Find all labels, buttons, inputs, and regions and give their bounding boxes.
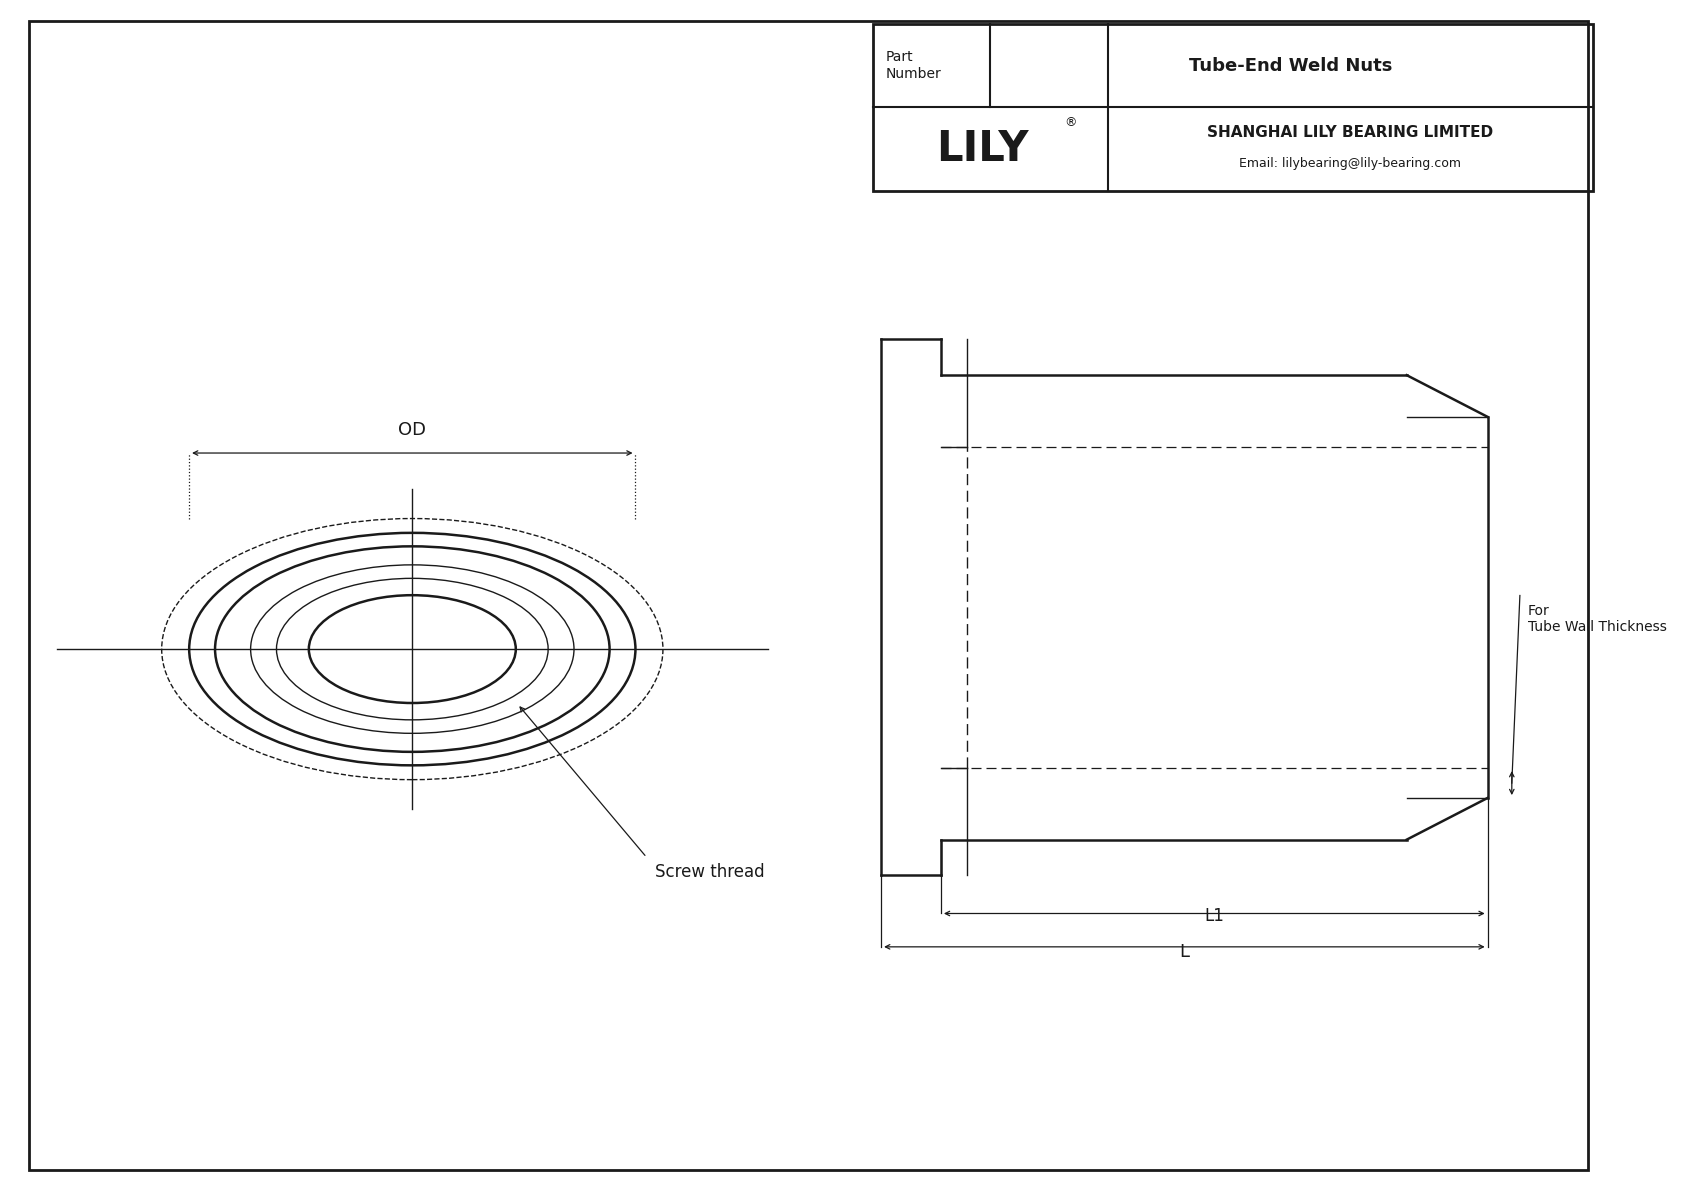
Text: L: L xyxy=(1179,943,1189,961)
Text: Part
Number: Part Number xyxy=(886,50,941,81)
Text: L1: L1 xyxy=(1204,908,1224,925)
Text: ®: ® xyxy=(1064,117,1078,129)
Text: Email: lilybearing@lily-bearing.com: Email: lilybearing@lily-bearing.com xyxy=(1239,157,1462,169)
Text: OD: OD xyxy=(399,420,426,438)
Text: SHANGHAI LILY BEARING LIMITED: SHANGHAI LILY BEARING LIMITED xyxy=(1207,125,1494,139)
Text: Screw thread: Screw thread xyxy=(655,863,765,881)
Text: LILY: LILY xyxy=(936,127,1029,170)
Text: Tube-End Weld Nuts: Tube-End Weld Nuts xyxy=(1189,56,1393,75)
Text: For
Tube Wall Thickness: For Tube Wall Thickness xyxy=(1527,604,1667,635)
Bar xyxy=(872,24,1593,191)
